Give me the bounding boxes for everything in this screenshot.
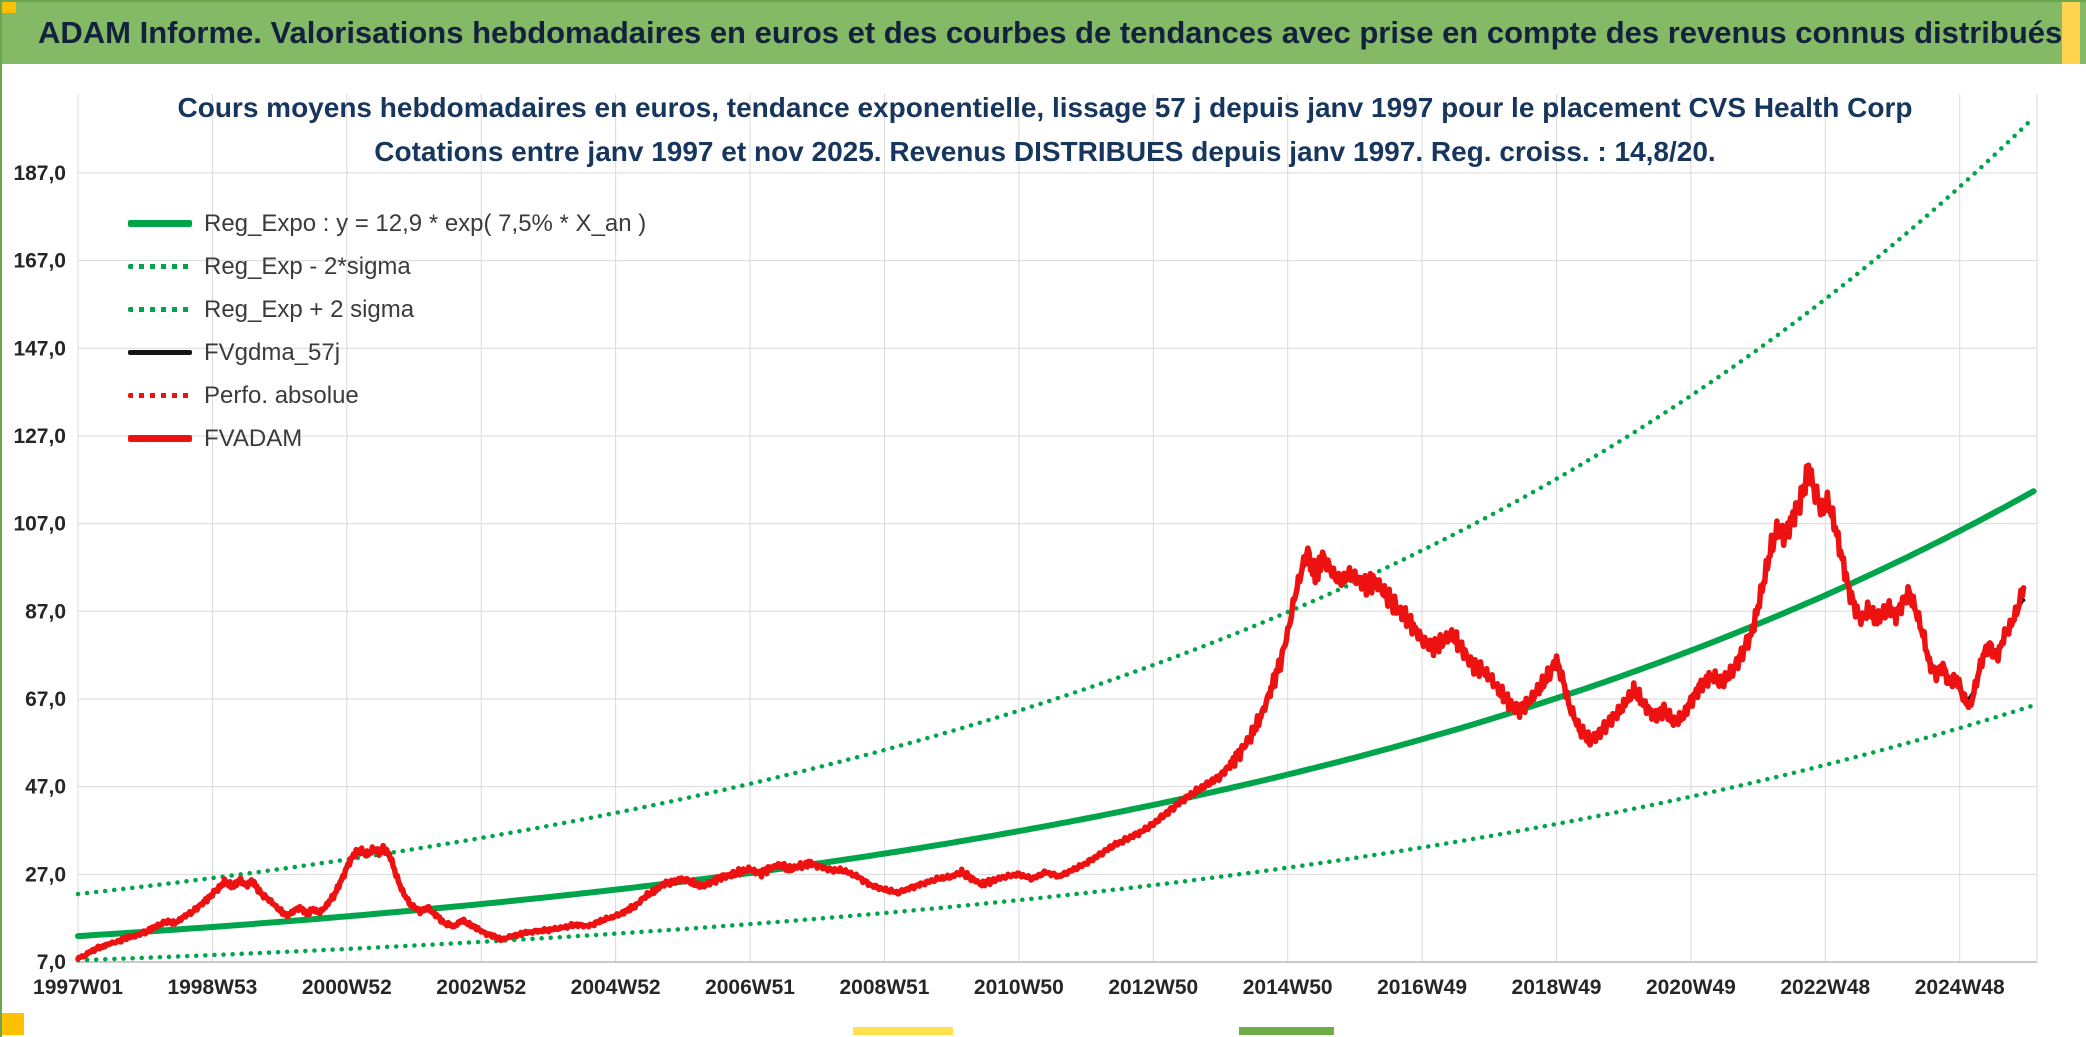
y-tick-label: 67,0 — [25, 688, 66, 711]
y-tick-label: 7,0 — [37, 951, 66, 974]
bottom-left-yellow-accent — [2, 1013, 24, 1035]
legend-label-reg-plus-2sigma: Reg_Exp + 2 sigma — [204, 295, 415, 323]
y-tick-label: 47,0 — [25, 776, 66, 799]
top-left-yellow-accent — [2, 2, 16, 13]
x-tick-label: 2012W50 — [1108, 976, 1198, 999]
x-tick-label: 2008W51 — [839, 976, 929, 999]
legend-swatch-perfo-absolue — [128, 393, 192, 398]
legend-item-reg-minus-2sigma: Reg_Exp - 2*sigma — [128, 245, 646, 288]
y-tick-label: 27,0 — [25, 863, 66, 886]
x-tick-label: 1997W01 — [33, 976, 123, 999]
x-tick-label: 2016W49 — [1377, 976, 1467, 999]
x-tick-label: 2004W52 — [571, 976, 661, 999]
legend-item-fvgdma-57j: FVgdma_57j — [128, 331, 646, 374]
y-tick-label: 187,0 — [13, 162, 66, 185]
series-perfo-absolue — [76, 463, 2026, 961]
legend-swatch-fvadam — [128, 435, 192, 442]
legend-label-fvadam: FVADAM — [204, 424, 303, 452]
series-reg-plus-2sigma — [75, 115, 2036, 897]
legend-item-reg-expo: Reg_Expo : y = 12,9 * exp( 7,5% * X_an ) — [128, 202, 646, 245]
x-tick-label: 2018W49 — [1512, 976, 1602, 999]
legend-item-reg-plus-2sigma: Reg_Exp + 2 sigma — [128, 288, 646, 331]
x-tick-label: 2010W50 — [974, 976, 1064, 999]
x-tick-label: 2014W50 — [1243, 976, 1333, 999]
bottom-yellow-strip — [853, 1027, 953, 1035]
y-tick-label: 147,0 — [13, 337, 66, 360]
legend-swatch-reg-expo — [128, 220, 192, 227]
series-fvgdma-57j — [76, 479, 2026, 959]
header-yellow-accent — [2062, 2, 2080, 64]
legend-label-perfo-absolue: Perfo. absolue — [204, 381, 359, 409]
x-tick-label: 2022W48 — [1780, 976, 1870, 999]
legend-item-fvadam: FVADAM — [128, 417, 646, 460]
x-tick-label: 1998W53 — [167, 976, 257, 999]
y-tick-label: 87,0 — [25, 600, 66, 623]
y-tick-label: 107,0 — [13, 513, 66, 536]
x-tick-label: 2002W52 — [436, 976, 526, 999]
x-tick-label: 2006W51 — [705, 976, 795, 999]
chart-canvas: 7,0 27,0 47,0 67,0 87,0 107,0 127,0 147,0 167,0 1… — [13, 94, 2038, 999]
series-fvadam — [75, 462, 2027, 962]
chart-area: 7,0 27,0 47,0 67,0 87,0 107,0 127,0 147,0 167,0 1… — [2, 64, 2086, 1037]
legend-item-perfo-absolue: Perfo. absolue — [128, 374, 646, 417]
legend-swatch-fvgdma-57j — [128, 350, 192, 355]
header-bar: ADAM Informe. Valorisations hebdomadaire… — [2, 2, 2086, 64]
legend-swatch-reg-minus-2sigma — [128, 264, 192, 269]
series-reg-minus-2sigma — [75, 703, 2036, 963]
legend-label-reg-minus-2sigma: Reg_Exp - 2*sigma — [204, 252, 411, 280]
legend-label-reg-expo: Reg_Expo : y = 12,9 * exp( 7,5% * X_an ) — [204, 209, 647, 237]
x-tick-label: 2020W49 — [1646, 976, 1736, 999]
y-tick-label: 127,0 — [13, 425, 66, 448]
y-tick-label: 167,0 — [13, 250, 66, 273]
x-tick-label: 2000W52 — [302, 976, 392, 999]
legend-label-fvgdma-57j: FVgdma_57j — [204, 338, 341, 366]
bottom-green-strip — [1239, 1027, 1334, 1035]
x-tick-label: 2024W48 — [1915, 976, 2005, 999]
series-reg-expo — [75, 488, 2037, 940]
chart-legend: Reg_Expo : y = 12,9 * exp( 7,5% * X_an )… — [128, 202, 646, 460]
legend-swatch-reg-plus-2sigma — [128, 307, 192, 312]
header-title: ADAM Informe. Valorisations hebdomadaire… — [38, 15, 2063, 50]
